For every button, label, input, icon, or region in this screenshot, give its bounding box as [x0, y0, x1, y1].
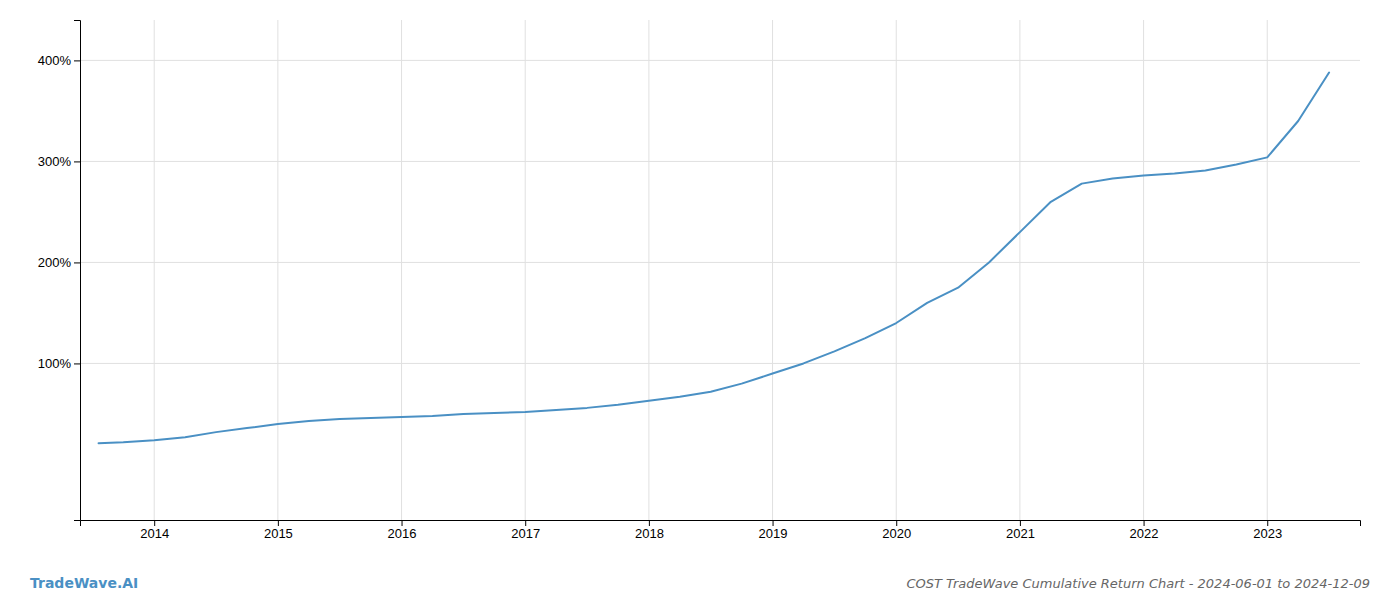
grid-line — [80, 161, 1360, 162]
tick: 2020 — [882, 520, 911, 541]
tick-label: 2020 — [882, 526, 911, 541]
tick: 2018 — [635, 520, 664, 541]
axis-domain — [81, 521, 1361, 527]
tick: 2022 — [1130, 520, 1159, 541]
tick-mark — [402, 520, 403, 526]
tick-label: 400% — [38, 53, 72, 68]
tick-label: 2022 — [1130, 526, 1159, 541]
tick: 2023 — [1253, 520, 1282, 541]
tick-mark — [773, 520, 774, 526]
tick-label: 2023 — [1253, 526, 1282, 541]
grid-line — [277, 20, 278, 520]
tick: 2021 — [1006, 520, 1035, 541]
grid-line — [648, 20, 649, 520]
tick: 100% — [38, 356, 80, 371]
marks — [99, 73, 1330, 444]
tick-mark — [1267, 520, 1268, 526]
grid-line — [154, 20, 155, 520]
tick-label: 2019 — [759, 526, 788, 541]
tick-label: 200% — [38, 255, 72, 270]
grid-line — [1143, 20, 1144, 520]
grid-line — [525, 20, 526, 520]
tick-label: 2018 — [635, 526, 664, 541]
tick-label: 2014 — [140, 526, 169, 541]
tick-label: 2021 — [1006, 526, 1035, 541]
tick-label: 2015 — [264, 526, 293, 541]
tick: 2015 — [264, 520, 293, 541]
line — [99, 73, 1330, 444]
title: COST TradeWave Cumulative Return Chart -… — [906, 576, 1370, 591]
grid-line — [896, 20, 897, 520]
tick-mark — [74, 161, 80, 162]
tick-mark — [74, 262, 80, 263]
tick-mark — [1020, 520, 1021, 526]
tick-mark — [154, 520, 155, 526]
grid-line — [401, 20, 402, 520]
tick: 2014 — [140, 520, 169, 541]
tick: 200% — [38, 255, 80, 270]
tick-mark — [74, 60, 80, 61]
grid-line — [80, 60, 1360, 61]
tick: 400% — [38, 53, 80, 68]
x-axis: 2014 2015 2016 2017 2018 2019 2020 2021 2022 2023 — [81, 520, 1361, 541]
tick-label: 100% — [38, 356, 72, 371]
annotation: TradeWave.AI — [30, 575, 138, 591]
chart: 2014 2015 2016 2017 2018 2019 2020 2021 2022 2023… — [0, 0, 1400, 600]
tick-mark — [649, 520, 650, 526]
tick: 2016 — [388, 520, 417, 541]
grid-line — [772, 20, 773, 520]
tick: 300% — [38, 154, 80, 169]
tick-mark — [525, 520, 526, 526]
tick-mark — [74, 363, 80, 364]
tick-label: 300% — [38, 154, 72, 169]
tick-label: 2017 — [511, 526, 540, 541]
tick-label: 2016 — [388, 526, 417, 541]
tick-mark — [278, 520, 279, 526]
y-axis: 100% 200% 300% 400% — [38, 21, 81, 521]
tick-mark — [1144, 520, 1145, 526]
grid-line — [80, 363, 1360, 364]
tick: 2017 — [511, 520, 540, 541]
grid-line — [80, 262, 1360, 263]
grid-line — [1267, 20, 1268, 520]
grid — [80, 20, 1360, 520]
grid-line — [1019, 20, 1020, 520]
axis-domain — [74, 21, 81, 521]
tick-mark — [896, 520, 897, 526]
tick: 2019 — [759, 520, 788, 541]
plot: 2014 2015 2016 2017 2018 2019 2020 2021 2022 2023… — [38, 20, 1361, 541]
